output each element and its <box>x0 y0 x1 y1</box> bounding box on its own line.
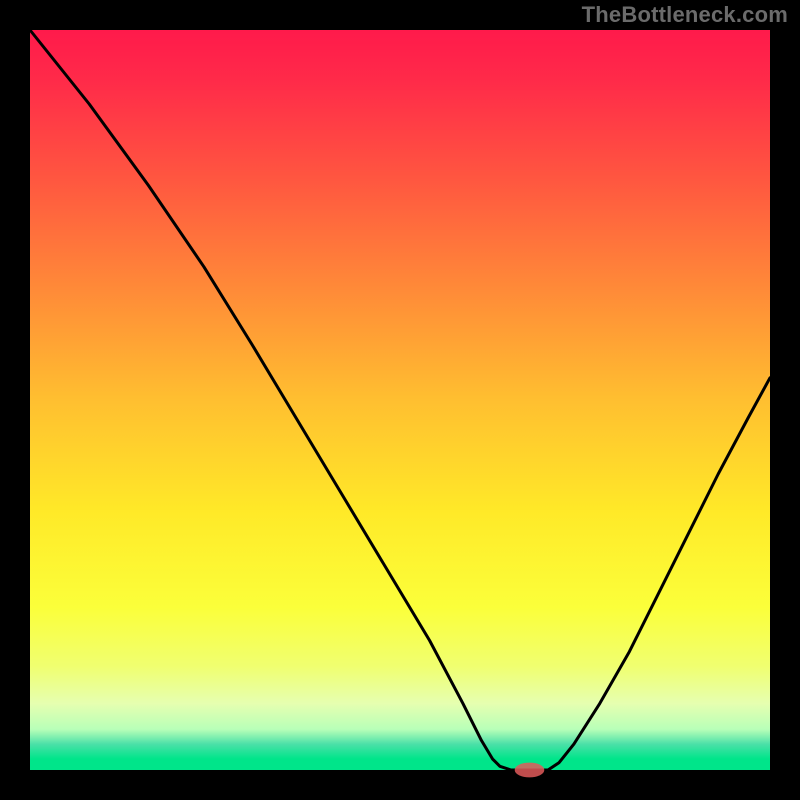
chart-frame: TheBottleneck.com <box>0 0 800 800</box>
bottleneck-chart <box>0 0 800 800</box>
gradient-background <box>30 30 770 770</box>
optimal-marker <box>515 763 545 778</box>
